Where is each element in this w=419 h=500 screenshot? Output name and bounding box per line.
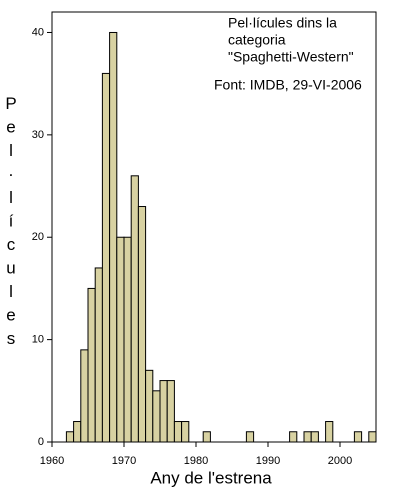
bar	[325, 421, 334, 443]
bar	[202, 431, 211, 443]
bar	[166, 380, 175, 443]
bar	[94, 267, 103, 443]
y-tick-label: 40	[32, 26, 44, 38]
bar	[137, 206, 147, 443]
x-axis-title: Any de l'estrena	[150, 468, 272, 487]
bar	[73, 421, 82, 443]
annotation: "Spaghetti-Western"	[228, 49, 354, 65]
bar	[152, 390, 161, 443]
annotation: categoria	[228, 32, 286, 48]
bar	[310, 431, 319, 443]
bar	[181, 421, 190, 443]
bar	[130, 175, 139, 443]
bar	[109, 31, 118, 443]
plot-frame	[51, 11, 377, 443]
bar	[368, 431, 377, 443]
x-tick-label: 1970	[112, 455, 136, 467]
y-tick-label: 0	[38, 436, 44, 448]
bar	[353, 431, 363, 443]
annotation: Font: IMDB, 29-VI-2006	[214, 77, 362, 93]
bar	[123, 236, 132, 443]
y-tick-label: 10	[32, 334, 44, 346]
bar	[245, 431, 255, 443]
x-tick-label: 1980	[184, 455, 208, 467]
bar	[101, 72, 111, 443]
bar	[87, 287, 96, 443]
x-tick-label: 1960	[40, 455, 64, 467]
bar	[80, 349, 89, 443]
bar	[116, 236, 125, 443]
annotation: Pel·lícules dins la	[228, 15, 337, 31]
bar	[289, 431, 298, 443]
y-tick-label: 30	[32, 129, 44, 141]
bar	[303, 431, 312, 443]
bar	[65, 431, 75, 443]
x-tick-label: 1990	[256, 455, 280, 467]
x-tick-label: 2000	[328, 455, 352, 467]
bar	[173, 421, 183, 443]
bar	[159, 380, 168, 443]
y-tick-label: 20	[32, 231, 44, 243]
bar	[145, 369, 154, 443]
